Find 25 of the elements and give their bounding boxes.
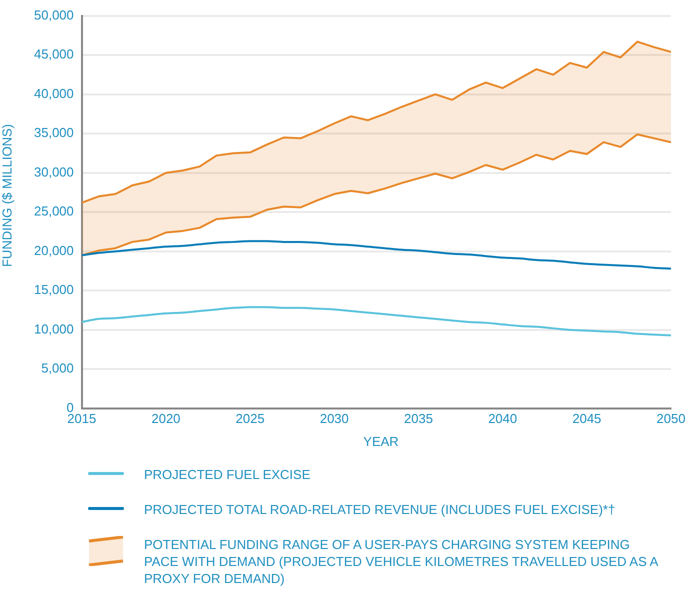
y-tick-label: 40,000 xyxy=(34,86,74,101)
x-tick-label: 2045 xyxy=(572,410,602,426)
line-series xyxy=(82,240,671,270)
legend-label: POTENTIAL FUNDING RANGE OF A USER-PAYS CHARGING SYSTEM KEEPING PACE WITH DEMAND (PROJECTED VEHICLE KILOMETRES TRAVELLED USED AS A PROXY FOR DEMAND) xyxy=(144,536,660,587)
y-tick-label: 5,000 xyxy=(41,360,74,376)
y-tick-label: 35,000 xyxy=(34,125,74,140)
y-tick-label: 20,000 xyxy=(34,242,74,258)
y-axis-title: FUNDING ($ MILLIONS) xyxy=(0,123,14,270)
y-tick-label: 15,000 xyxy=(34,282,74,298)
legend-label: PROJECTED FUEL EXCISE xyxy=(144,466,312,483)
x-tick-label: 2035 xyxy=(404,410,433,426)
x-tick-label: 2050 xyxy=(656,410,686,426)
y-tick-label: 10,000 xyxy=(34,321,74,336)
legend-label: PROJECTED TOTAL ROAD-RELATED REVENUE (INCLUDES FUEL EXCISE)*† xyxy=(144,501,616,518)
y-tick-label: 30,000 xyxy=(34,164,74,180)
line-series xyxy=(82,306,671,336)
x-tick-label: 2020 xyxy=(151,410,180,426)
x-axis-title: YEAR xyxy=(362,434,400,449)
y-tick-label: 0 xyxy=(66,400,74,415)
x-tick-label: 2030 xyxy=(320,410,349,426)
x-tick-label: 2040 xyxy=(488,410,518,426)
y-tick-label: 50,000 xyxy=(34,7,74,22)
y-tick-label: 45,000 xyxy=(34,46,74,62)
x-tick-label: 2025 xyxy=(236,410,265,426)
y-tick-label: 25,000 xyxy=(34,204,74,219)
